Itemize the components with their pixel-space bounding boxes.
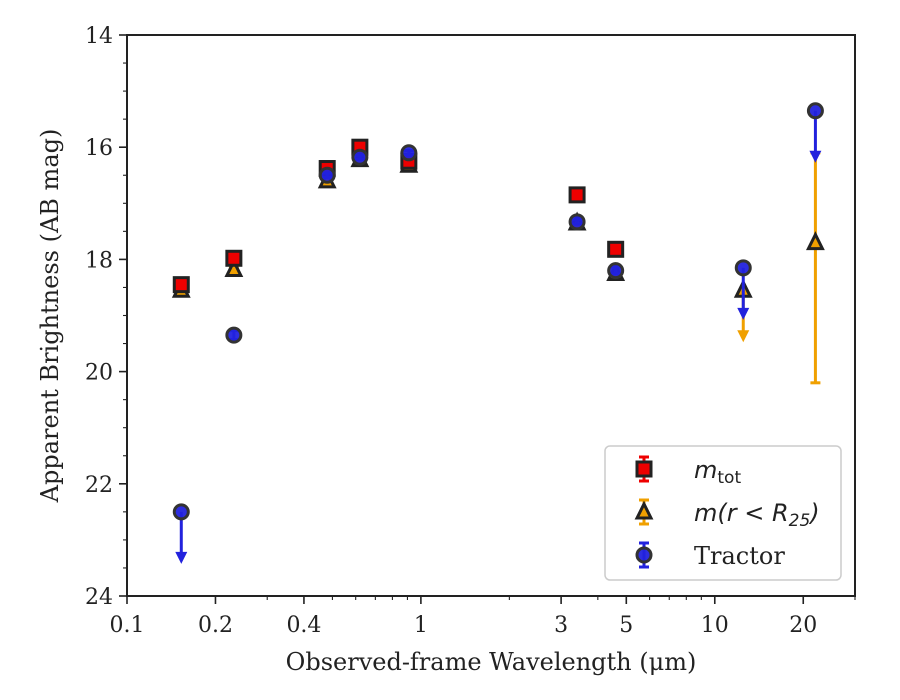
y-axis-label: Apparent Brightness (AB mag) bbox=[36, 129, 64, 504]
circle-marker bbox=[568, 213, 586, 231]
plot-frame bbox=[126, 34, 856, 597]
circle-marker bbox=[318, 166, 336, 184]
circle-marker bbox=[400, 144, 418, 162]
x-tick-label: 0.4 bbox=[286, 613, 321, 638]
legend-label-suffix: ) bbox=[808, 499, 819, 527]
data-point bbox=[351, 148, 369, 166]
circle-marker bbox=[635, 546, 653, 564]
triangle-marker bbox=[224, 258, 244, 278]
triangle-marker bbox=[634, 500, 654, 520]
data-point bbox=[172, 503, 190, 564]
legend-entry: Tractor bbox=[635, 541, 785, 570]
series-triangle bbox=[171, 148, 825, 385]
y-tick-label: 24 bbox=[85, 585, 113, 610]
square-marker bbox=[635, 460, 653, 478]
data-point bbox=[225, 249, 243, 267]
circle-marker bbox=[225, 326, 243, 344]
data-point bbox=[400, 144, 418, 162]
square-marker bbox=[172, 276, 190, 294]
circle-marker bbox=[172, 503, 190, 521]
data-point bbox=[806, 102, 824, 163]
upper-limit-arrowhead bbox=[737, 330, 750, 343]
x-tick-label: 1 bbox=[414, 613, 428, 638]
y-tick-label: 18 bbox=[85, 248, 113, 273]
legend-label-subscript: tot bbox=[717, 468, 741, 488]
x-axis-label: Observed-frame Wavelength (μm) bbox=[286, 648, 697, 676]
legend-label: Tractor bbox=[694, 542, 785, 570]
y-tick-label: 20 bbox=[85, 361, 113, 386]
x-tick-label: 0.1 bbox=[110, 613, 145, 638]
x-tick-label: 10 bbox=[701, 613, 729, 638]
square-marker bbox=[568, 186, 586, 204]
x-tick-label: 5 bbox=[619, 613, 633, 638]
upper-limit-arrowhead bbox=[809, 150, 822, 163]
upper-limit-arrowhead bbox=[175, 551, 188, 564]
data-point bbox=[734, 259, 752, 320]
triangle-marker bbox=[805, 231, 825, 251]
data-point bbox=[568, 186, 586, 204]
circle-marker bbox=[806, 102, 824, 120]
circle-marker bbox=[351, 148, 369, 166]
data-marks bbox=[171, 102, 825, 564]
data-point bbox=[318, 166, 336, 184]
square-marker bbox=[607, 240, 625, 258]
axis-ticks: 0.1 0.2 0.4 1 3 5 10 20 14 16 18 20 22 24 bbox=[85, 24, 856, 638]
circle-marker bbox=[734, 259, 752, 277]
x-tick-label: 20 bbox=[789, 613, 817, 638]
upper-limit-arrowhead bbox=[737, 307, 750, 320]
data-point bbox=[225, 326, 243, 344]
legend-label-subscript: 25 bbox=[789, 511, 811, 531]
data-point bbox=[805, 151, 825, 385]
data-point bbox=[172, 276, 190, 294]
legend-box bbox=[604, 445, 842, 581]
data-point bbox=[607, 262, 625, 280]
data-point bbox=[607, 240, 625, 258]
circle-marker bbox=[607, 262, 625, 280]
x-tick-label: 0.2 bbox=[198, 613, 233, 638]
y-tick-label: 22 bbox=[85, 473, 113, 498]
y-tick-label: 16 bbox=[85, 136, 113, 161]
series-circle bbox=[172, 102, 824, 564]
square-marker bbox=[225, 249, 243, 267]
y-tick-label: 14 bbox=[85, 24, 113, 49]
series-square bbox=[172, 138, 625, 294]
data-point bbox=[568, 213, 586, 231]
x-tick-label: 3 bbox=[554, 613, 568, 638]
